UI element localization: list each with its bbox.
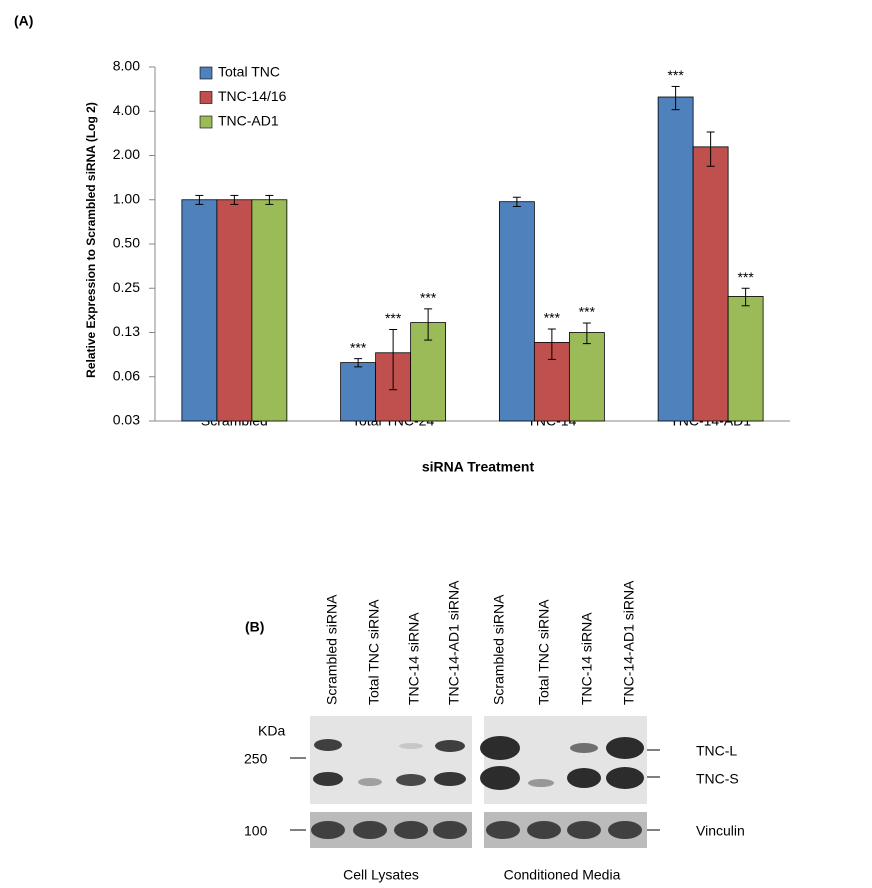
bar [251, 199, 288, 422]
band-label: TNC-S [696, 771, 739, 787]
panel-label: (A) [14, 13, 33, 29]
marker-unit: KDa [258, 723, 285, 739]
bar [216, 199, 253, 422]
y-tick-label: 2.00 [113, 146, 140, 162]
error-bar [424, 308, 433, 341]
legend-swatch [199, 115, 213, 129]
lane-label: TNC-14 siRNA [579, 612, 595, 705]
error-bar [706, 131, 715, 167]
legend-swatch [199, 66, 213, 80]
lane-label: Total TNC siRNA [366, 599, 382, 705]
lane-label: TNC-14-AD1 siRNA [621, 580, 637, 705]
y-axis-title: Relative Expression to Scrambled siRNA (… [84, 102, 98, 378]
y-tick-label: 0.50 [113, 235, 140, 251]
lane-label: Total TNC siRNA [536, 599, 552, 705]
bar [727, 296, 764, 422]
error-bar [389, 329, 398, 391]
bar [692, 146, 729, 422]
lane-label: Scrambled siRNA [491, 594, 507, 705]
group-label: Conditioned Media [504, 867, 621, 883]
significance-label: *** [667, 67, 684, 83]
error-bar [582, 322, 591, 345]
error-bar [547, 328, 556, 360]
significance-label: *** [579, 304, 596, 320]
panel-label: (B) [245, 619, 264, 635]
significance-label: *** [350, 339, 367, 355]
bar [340, 362, 377, 422]
significance-label: *** [420, 290, 437, 306]
marker-label: 100 [244, 823, 268, 839]
blot-image [484, 716, 647, 804]
y-tick-label: 0.06 [113, 367, 140, 383]
error-bar [512, 196, 521, 207]
lane-label: Scrambled siRNA [324, 594, 340, 705]
y-tick-label: 8.00 [113, 58, 140, 74]
significance-label: *** [737, 269, 754, 285]
marker-label: 250 [244, 751, 268, 767]
error-bar [230, 194, 239, 205]
significance-label: *** [544, 310, 561, 326]
significance-label: *** [385, 310, 402, 326]
legend-label: TNC-14/16 [218, 88, 287, 104]
bar [498, 201, 535, 422]
blot: (B) KDa 250 100 [244, 580, 745, 883]
bar [657, 96, 694, 422]
legend-swatch [199, 91, 213, 104]
y-tick-label: 0.03 [113, 412, 140, 428]
error-bar [195, 194, 204, 205]
group-label: Cell Lysates [343, 867, 419, 883]
y-tick-label: 0.13 [113, 323, 140, 339]
bar [181, 199, 218, 422]
y-tick-label: 4.00 [113, 102, 140, 118]
x-axis-title: siRNA Treatment [422, 459, 535, 475]
y-tick-label: 0.25 [113, 279, 140, 295]
band-label: Vinculin [696, 823, 745, 839]
lane-label: TNC-14-AD1 siRNA [446, 580, 462, 705]
lane-label: TNC-14 siRNA [406, 612, 422, 705]
legend-label: TNC-AD1 [218, 113, 279, 129]
error-bar [741, 287, 750, 307]
error-bar [671, 85, 680, 111]
error-bar [354, 358, 363, 368]
legend-label: Total TNC [218, 64, 280, 80]
blot-image [310, 716, 472, 804]
bands [311, 736, 644, 839]
error-bar [265, 194, 274, 205]
y-tick-label: 1.00 [113, 190, 140, 206]
band-label: TNC-L [696, 743, 737, 759]
bar [568, 332, 605, 422]
